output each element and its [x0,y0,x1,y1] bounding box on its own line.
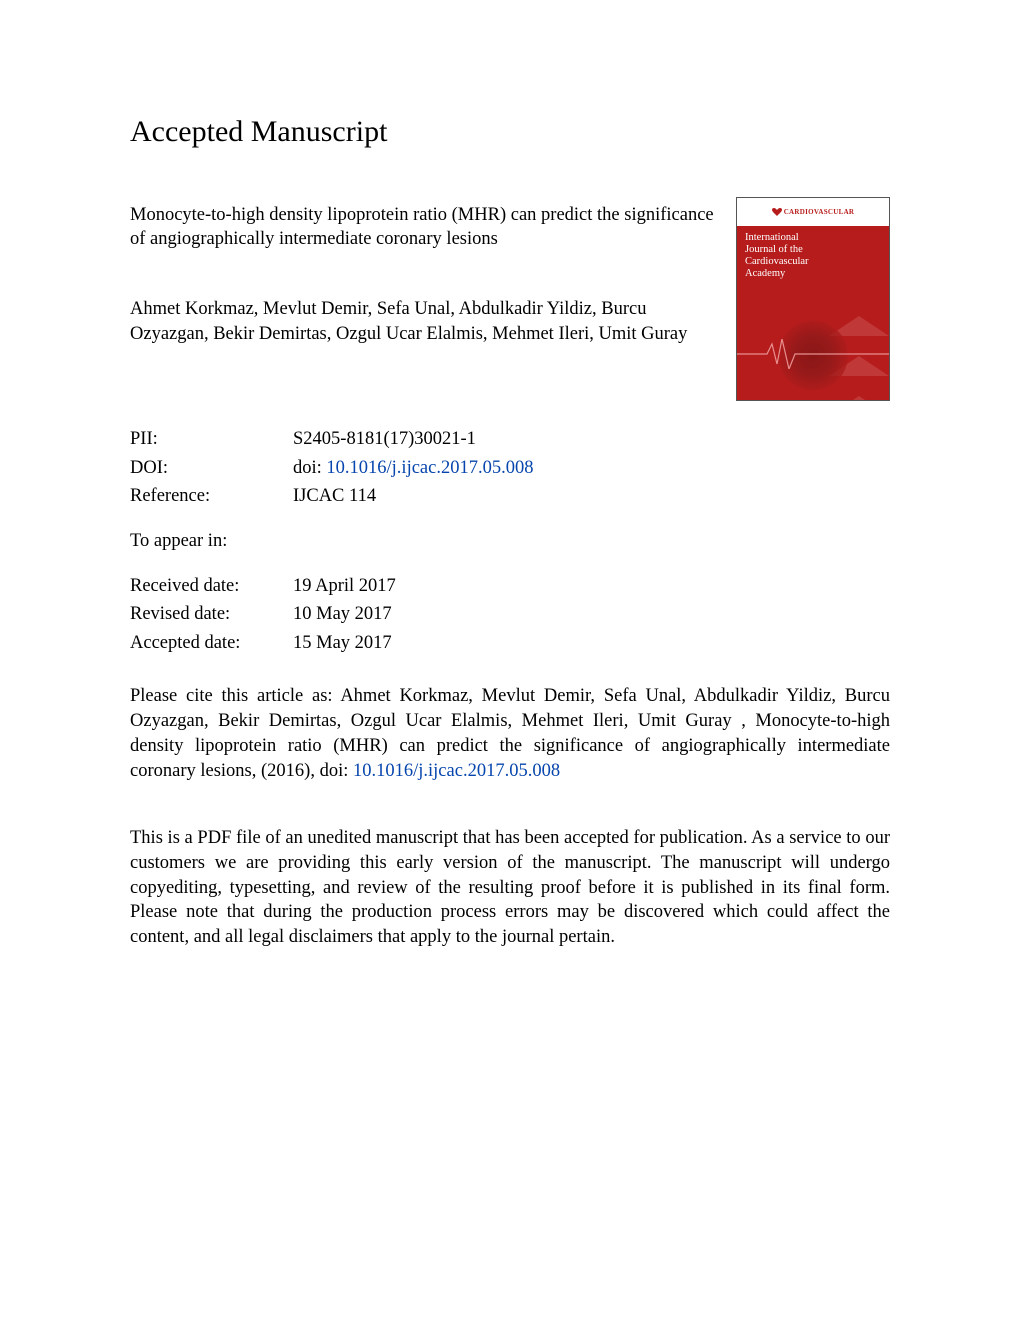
article-title: Monocyte-to-high density lipoprotein rat… [130,203,716,251]
accepted-label: Accepted date: [130,629,293,658]
reference-value: IJCAC 114 [293,482,890,511]
accepted-value: 15 May 2017 [293,629,890,658]
pii-label: PII: [130,425,293,454]
heart-logo-icon [772,208,782,217]
revised-label: Revised date: [130,600,293,629]
meta-row-reference: Reference: IJCAC 114 [130,482,890,511]
cover-body [737,288,889,401]
citation-doi-link[interactable]: 10.1016/j.ijcac.2017.05.008 [353,761,560,781]
meta-row-accepted: Accepted date: 15 May 2017 [130,629,890,658]
citation-paragraph: Please cite this article as: Ahmet Korkm… [130,684,890,784]
cover-ecg-line-icon [737,339,889,369]
page-heading: Accepted Manuscript [130,115,890,149]
cover-title-band: International Journal of the Cardiovascu… [737,226,889,288]
meta-row-revised: Revised date: 10 May 2017 [130,600,890,629]
meta-row-to-appear: To appear in: [130,527,890,556]
received-value: 19 April 2017 [293,572,890,601]
cover-journal-title-line1: International [745,232,881,244]
journal-cover: CARDIOVASCULAR International Journal of … [736,197,890,401]
pii-value: S2405-8181(17)30021-1 [293,425,890,454]
cover-journal-title-line3: Cardiovascular [745,256,881,268]
to-appear-label: To appear in: [130,527,293,556]
cover-journal-title-line4: Academy [745,268,881,280]
cover-logo-text: CARDIOVASCULAR [784,208,855,216]
title-authors-block: Monocyte-to-high density lipoprotein rat… [130,197,716,401]
received-label: Received date: [130,572,293,601]
meta-row-pii: PII: S2405-8181(17)30021-1 [130,425,890,454]
cover-journal-title-line2: Journal of the [745,244,881,256]
meta-row-received: Received date: 19 April 2017 [130,572,890,601]
to-appear-value [293,527,890,556]
revised-value: 10 May 2017 [293,600,890,629]
doi-label: DOI: [130,454,293,483]
doi-link[interactable]: 10.1016/j.ijcac.2017.05.008 [326,458,533,478]
meta-row-doi: DOI: doi: 10.1016/j.ijcac.2017.05.008 [130,454,890,483]
disclaimer-paragraph: This is a PDF file of an unedited manusc… [130,826,890,951]
doi-value: doi: 10.1016/j.ijcac.2017.05.008 [293,454,890,483]
cover-logo-bar: CARDIOVASCULAR [737,198,889,226]
top-section: Monocyte-to-high density lipoprotein rat… [130,197,890,401]
authors: Ahmet Korkmaz, Mevlut Demir, Sefa Unal, … [130,297,716,347]
metadata-table: PII: S2405-8181(17)30021-1 DOI: doi: 10.… [130,425,890,658]
reference-label: Reference: [130,482,293,511]
doi-prefix: doi: [293,458,326,478]
